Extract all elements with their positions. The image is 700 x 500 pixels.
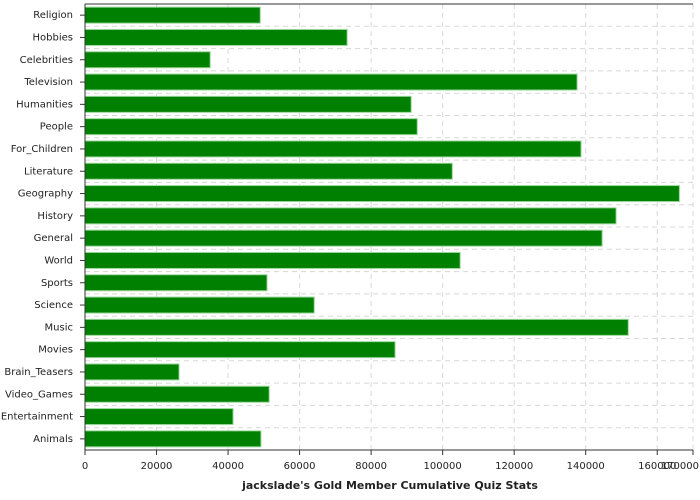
x-tick-label: 100000 xyxy=(424,461,462,472)
bar xyxy=(84,251,461,269)
y-tick-label: Entertainment xyxy=(1,412,73,423)
bar xyxy=(84,73,578,91)
bar xyxy=(84,408,234,426)
bar xyxy=(84,185,680,203)
y-tick-label: Literature xyxy=(24,166,73,177)
bar xyxy=(84,162,453,180)
x-tick-label: 120000 xyxy=(495,461,533,472)
bar xyxy=(84,229,603,247)
chart-title: jackslade's Gold Member Cumulative Quiz … xyxy=(241,479,538,492)
y-tick-label: Science xyxy=(34,300,73,311)
y-tick-label: Humanities xyxy=(16,99,73,110)
y-tick-label: Television xyxy=(23,77,73,88)
bar xyxy=(84,118,418,136)
y-tick-label: Religion xyxy=(33,10,73,21)
y-tick-label: Brain_Teasers xyxy=(4,367,73,378)
y-tick-label: Hobbies xyxy=(33,32,73,43)
bar xyxy=(84,274,268,292)
y-tick-label: Animals xyxy=(33,434,73,445)
bar xyxy=(84,363,180,381)
bar xyxy=(84,430,262,448)
y-tick-label: General xyxy=(34,233,73,244)
x-tick-label: 0 xyxy=(82,461,88,472)
y-tick-label: Geography xyxy=(18,189,73,200)
x-tick-label: 80000 xyxy=(355,461,387,472)
x-tick-label: 60000 xyxy=(284,461,316,472)
y-tick-label: People xyxy=(40,122,73,133)
y-tick-label: Sports xyxy=(41,278,73,289)
bar xyxy=(84,6,261,24)
x-tick-label: 170000 xyxy=(661,461,699,472)
bar xyxy=(84,28,348,46)
y-tick-label: Celebrities xyxy=(20,55,73,66)
bar xyxy=(84,341,396,359)
y-tick-label: For_Children xyxy=(11,144,73,155)
bar xyxy=(84,296,315,314)
y-tick-label: History xyxy=(37,211,73,222)
bar xyxy=(84,207,617,225)
y-tick-label: World xyxy=(44,255,73,266)
x-tick-label: 140000 xyxy=(567,461,605,472)
x-tick-label: 160000 xyxy=(638,461,676,472)
bar xyxy=(84,95,412,113)
y-tick-label: Movies xyxy=(38,345,73,356)
bar xyxy=(84,318,629,336)
x-tick-label: 20000 xyxy=(141,461,173,472)
y-tick-label: Video_Games xyxy=(5,389,73,400)
bar xyxy=(84,51,211,69)
y-tick-label: Music xyxy=(45,322,73,333)
bar xyxy=(84,140,582,158)
x-tick-label: 40000 xyxy=(212,461,244,472)
bar xyxy=(84,385,270,403)
